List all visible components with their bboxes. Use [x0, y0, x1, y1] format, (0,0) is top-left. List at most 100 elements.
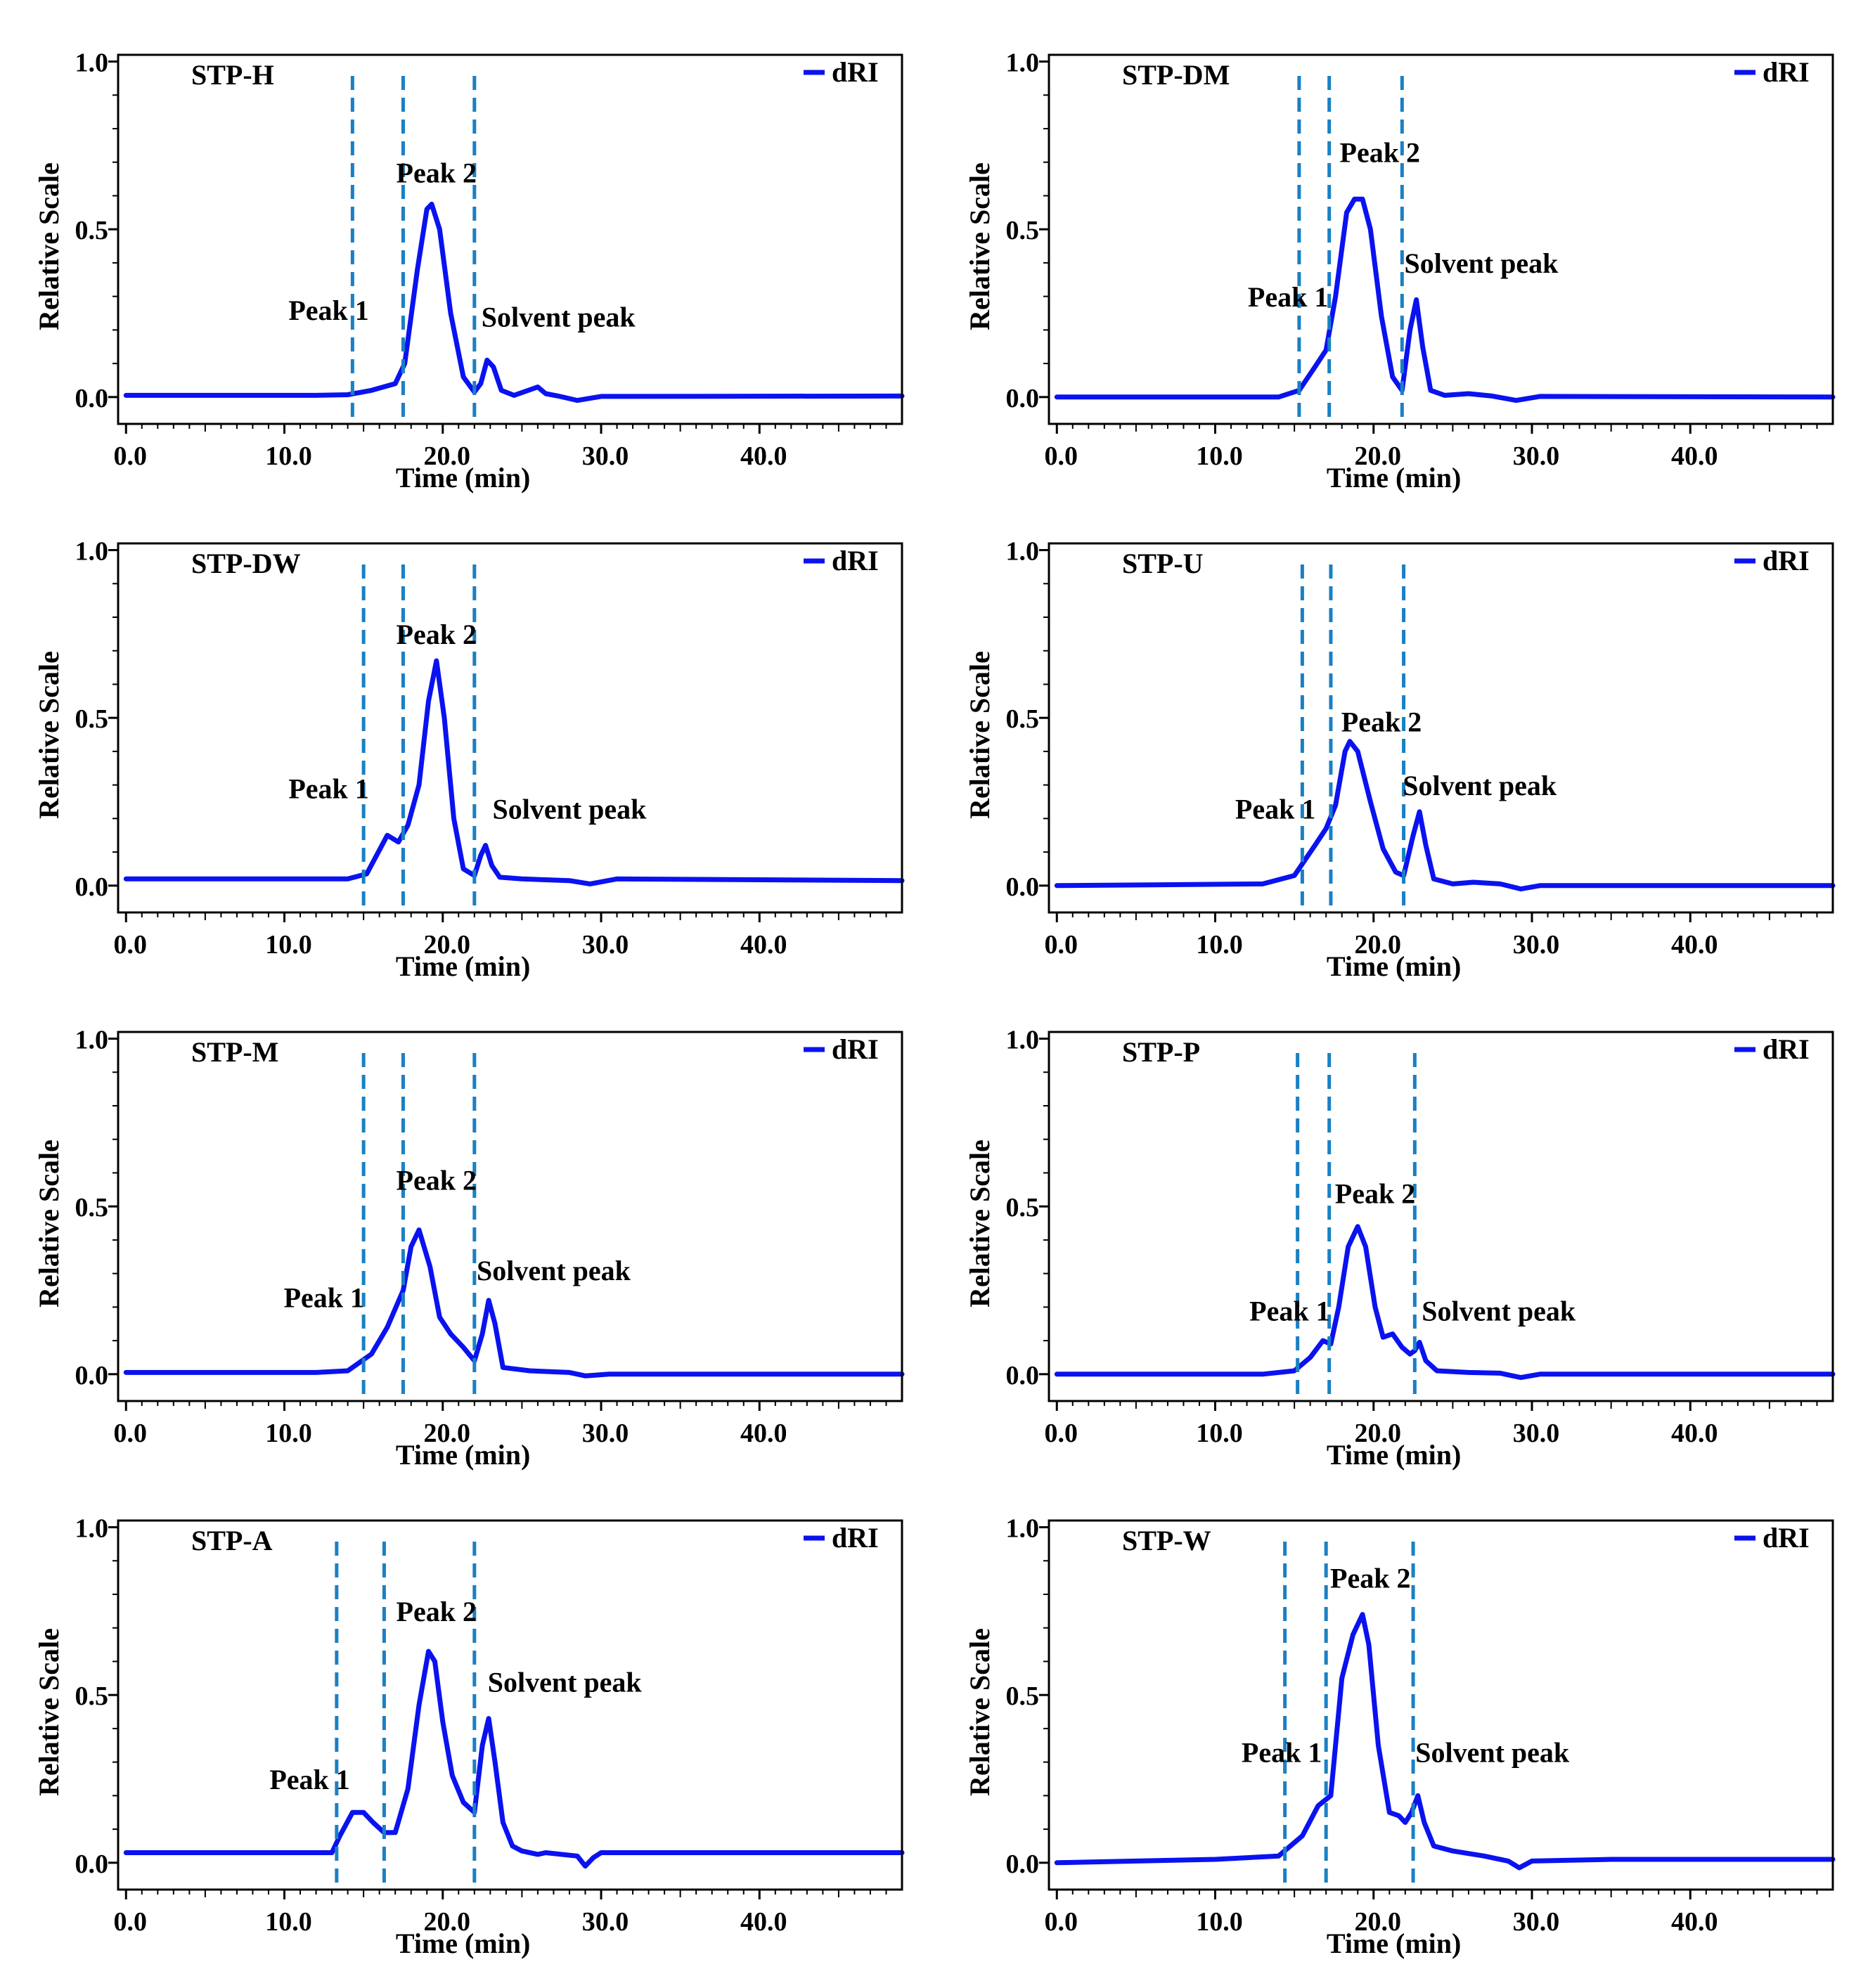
x-tick-label: 0.0: [114, 930, 148, 960]
x-tick-label: 30.0: [1513, 441, 1560, 471]
x-tick-label: 0.0: [1045, 441, 1078, 471]
x-tick-label: 40.0: [740, 1907, 787, 1937]
x-tick-label: 10.0: [1196, 1907, 1243, 1937]
y-tick-label: 0.0: [75, 1850, 109, 1879]
x-tick-label: 0.0: [114, 441, 148, 471]
x-tick-label: 40.0: [740, 1419, 787, 1448]
y-tick-label: 1.0: [75, 1026, 109, 1055]
x-tick-label: 30.0: [582, 1419, 629, 1448]
x-tick-label: 10.0: [265, 441, 312, 471]
plot-frame: [1048, 53, 1834, 425]
x-tick-label: 40.0: [1671, 930, 1718, 960]
x-tick-label: 30.0: [582, 1907, 629, 1937]
x-tick-label: 40.0: [1671, 441, 1718, 471]
x-tick-label: 30.0: [1513, 1419, 1560, 1448]
x-tick-label: 10.0: [265, 1907, 312, 1937]
y-tick-label: 0.5: [75, 1682, 109, 1711]
panel-title: STP-P: [1122, 1036, 1200, 1068]
x-tick-label: 0.0: [114, 1907, 148, 1937]
y-tick-label: 0.0: [75, 1361, 109, 1390]
legend-label: dRI: [1763, 1033, 1810, 1065]
peak-annotation: Peak 2: [1340, 137, 1420, 169]
y-tick-label: 0.0: [1006, 872, 1040, 902]
chart-panel: 0.0 10.0 20.0 30.0 40.0 0.0 0.5 1.0 Time (min) Re…: [33, 1026, 905, 1471]
y-tick-label: 1.0: [75, 537, 109, 567]
y-tick-label: 1.0: [75, 1514, 109, 1544]
legend-label: dRI: [1763, 545, 1810, 576]
y-axis-title: Relative Scale: [33, 651, 65, 819]
peak-annotation: Solvent peak: [1422, 1295, 1576, 1327]
y-axis-title: Relative Scale: [33, 1628, 65, 1796]
peak-annotation: Peak 2: [1335, 1177, 1415, 1209]
x-axis-title: Time (min): [396, 1439, 530, 1471]
panel-title: STP-A: [191, 1525, 273, 1556]
x-tick-label: 40.0: [740, 441, 787, 471]
y-tick-label: 0.0: [1006, 384, 1040, 413]
x-tick-label: 30.0: [582, 930, 629, 960]
x-tick-label: 10.0: [265, 1419, 312, 1448]
x-tick-label: 10.0: [1196, 441, 1243, 471]
x-axis-title: Time (min): [396, 1928, 530, 1959]
x-axis-title: Time (min): [396, 462, 530, 493]
x-axis-title: Time (min): [1327, 462, 1461, 493]
legend-label: dRI: [832, 545, 879, 576]
dri-series-line: [1054, 196, 1836, 404]
plot-frame: [1048, 542, 1834, 914]
peak-annotation: Peak 1: [1242, 1737, 1322, 1769]
y-tick-label: 0.5: [1006, 1193, 1040, 1222]
peak-annotation: Peak 2: [397, 619, 477, 650]
x-tick-label: 20.0: [424, 441, 471, 471]
chart-panel: 0.0 10.0 20.0 30.0 40.0 0.0 0.5 1.0 Time (min) Re…: [964, 537, 1836, 982]
y-tick-label: 0.0: [1006, 1361, 1040, 1390]
plot-frame: [117, 542, 903, 914]
dri-series-line: [1054, 1224, 1836, 1381]
peak-annotation: Peak 2: [397, 1596, 477, 1627]
legend-label: dRI: [832, 1033, 879, 1065]
peak-annotation: Peak 1: [284, 1282, 364, 1313]
y-tick-label: 0.5: [75, 1193, 109, 1222]
chart-panel: 0.0 10.0 20.0 30.0 40.0 0.0 0.5 1.0 Time (min) Re…: [964, 1026, 1836, 1471]
peak-annotation: Peak 2: [1330, 1562, 1410, 1594]
x-tick-label: 20.0: [424, 930, 471, 960]
peak-annotation: Peak 1: [269, 1764, 349, 1795]
y-tick-label: 0.5: [1006, 704, 1040, 734]
x-tick-label: 20.0: [1355, 441, 1402, 471]
x-axis-title: Time (min): [1327, 1439, 1461, 1471]
panel-title: STP-DM: [1122, 59, 1230, 91]
dri-series-line: [123, 658, 905, 886]
chart-panel: 0.0 10.0 20.0 30.0 40.0 0.0 0.5 1.0 Time (min) Re…: [33, 49, 905, 493]
x-tick-label: 10.0: [1196, 930, 1243, 960]
legend-label: dRI: [832, 1522, 879, 1554]
plot-frame: [117, 1031, 903, 1402]
x-tick-label: 20.0: [1355, 1419, 1402, 1448]
x-tick-label: 30.0: [1513, 930, 1560, 960]
y-tick-label: 1.0: [1006, 1026, 1040, 1055]
legend-label: dRI: [1763, 56, 1810, 88]
y-tick-label: 0.5: [75, 704, 109, 734]
y-axis-title: Relative Scale: [964, 651, 996, 819]
y-tick-label: 1.0: [1006, 537, 1040, 567]
x-tick-label: 10.0: [1196, 1419, 1243, 1448]
panel-title: STP-H: [191, 59, 274, 91]
plot-frame: [117, 53, 903, 425]
plot-frame: [1048, 1519, 1834, 1891]
x-tick-label: 0.0: [1045, 1419, 1078, 1448]
peak-annotation: Solvent peak: [1403, 770, 1557, 801]
x-tick-label: 20.0: [424, 1907, 471, 1937]
panel-title: STP-M: [191, 1036, 278, 1068]
y-tick-label: 0.5: [1006, 1682, 1040, 1711]
x-tick-label: 40.0: [1671, 1907, 1718, 1937]
y-tick-label: 0.5: [1006, 216, 1040, 245]
chart-panel: 0.0 10.0 20.0 30.0 40.0 0.0 0.5 1.0 Time (min) Re…: [964, 1514, 1836, 1959]
y-axis-title: Relative Scale: [964, 1628, 996, 1796]
plot-frame: [117, 1519, 903, 1891]
peak-annotation: Peak 1: [288, 295, 368, 326]
chart-panel: 0.0 10.0 20.0 30.0 40.0 0.0 0.5 1.0 Time (min) Re…: [33, 1514, 905, 1959]
x-tick-label: 0.0: [1045, 1907, 1078, 1937]
x-tick-label: 0.0: [1045, 930, 1078, 960]
peak-annotation: Peak 1: [1249, 1295, 1329, 1327]
x-tick-label: 40.0: [1671, 1419, 1718, 1448]
x-tick-label: 30.0: [582, 441, 629, 471]
dri-series-line: [123, 201, 905, 404]
